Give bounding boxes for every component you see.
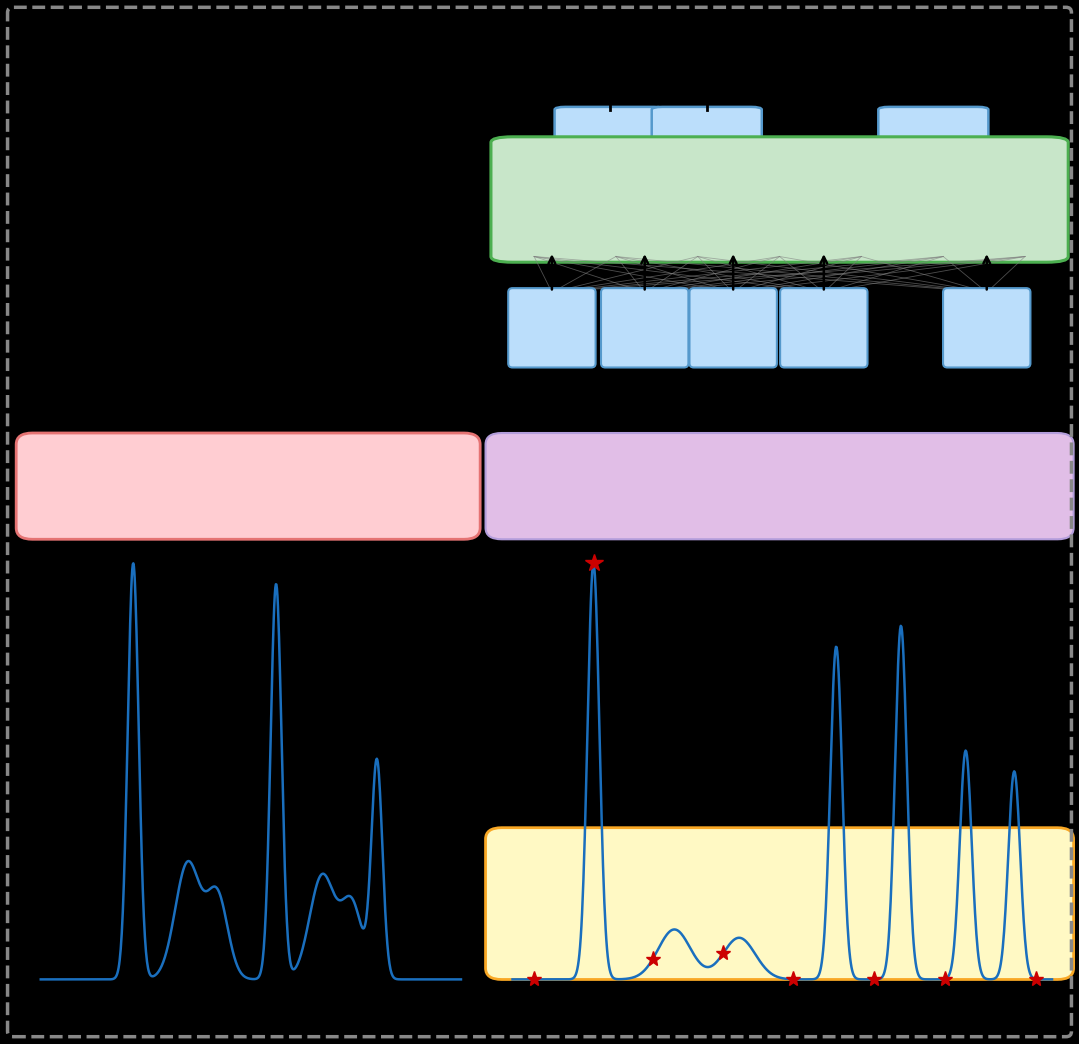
- FancyBboxPatch shape: [486, 433, 1074, 540]
- FancyBboxPatch shape: [491, 137, 1068, 262]
- Text: $h_{k}$: $h_{k}$: [919, 110, 947, 137]
- Text: $\tilde{X}_{4}$: $\tilde{X}_{4}$: [812, 315, 835, 340]
- FancyBboxPatch shape: [780, 288, 868, 367]
- Text: Component-based Tokenizer: Component-based Tokenizer: [613, 476, 946, 496]
- FancyBboxPatch shape: [555, 106, 665, 140]
- FancyBboxPatch shape: [508, 288, 596, 367]
- FancyBboxPatch shape: [16, 433, 480, 540]
- FancyBboxPatch shape: [689, 288, 777, 367]
- Text: Noisy Masking: Noisy Masking: [158, 476, 339, 496]
- FancyBboxPatch shape: [878, 106, 988, 140]
- FancyBboxPatch shape: [601, 288, 688, 367]
- Text: $\mathcal{L}_{ce}$: $\mathcal{L}_{ce}$: [928, 8, 967, 33]
- Text: Bidirectional Sequence
Encoder: Bidirectional Sequence Encoder: [634, 177, 925, 221]
- Text: $h_{2}$: $h_{2}$: [694, 110, 720, 137]
- FancyBboxPatch shape: [943, 288, 1030, 367]
- Text: $\tilde{X}_{1}$: $\tilde{X}_{1}$: [541, 315, 563, 340]
- Text: $\tilde{X}_{3}$: $\tilde{X}_{3}$: [722, 315, 745, 340]
- Text: $\tilde{X}_{7}$: $\tilde{X}_{7}$: [975, 315, 998, 340]
- FancyBboxPatch shape: [652, 106, 762, 140]
- Text: with Masked Auto-Encoder: with Masked Auto-Encoder: [22, 97, 419, 123]
- Text: Learning Signal Compositionality: Learning Signal Compositionality: [22, 23, 515, 49]
- Text: Multi-Scale State
Change Detection: Multi-Scale State Change Detection: [674, 882, 885, 925]
- Text: $h_{2}$: $h_{2}$: [597, 110, 623, 137]
- Text: $\tilde{X}_{2}$: $\tilde{X}_{2}$: [633, 315, 656, 340]
- Text: $\mathcal{L}_{mae}$: $\mathcal{L}_{mae}$: [627, 8, 685, 33]
- FancyBboxPatch shape: [486, 828, 1074, 979]
